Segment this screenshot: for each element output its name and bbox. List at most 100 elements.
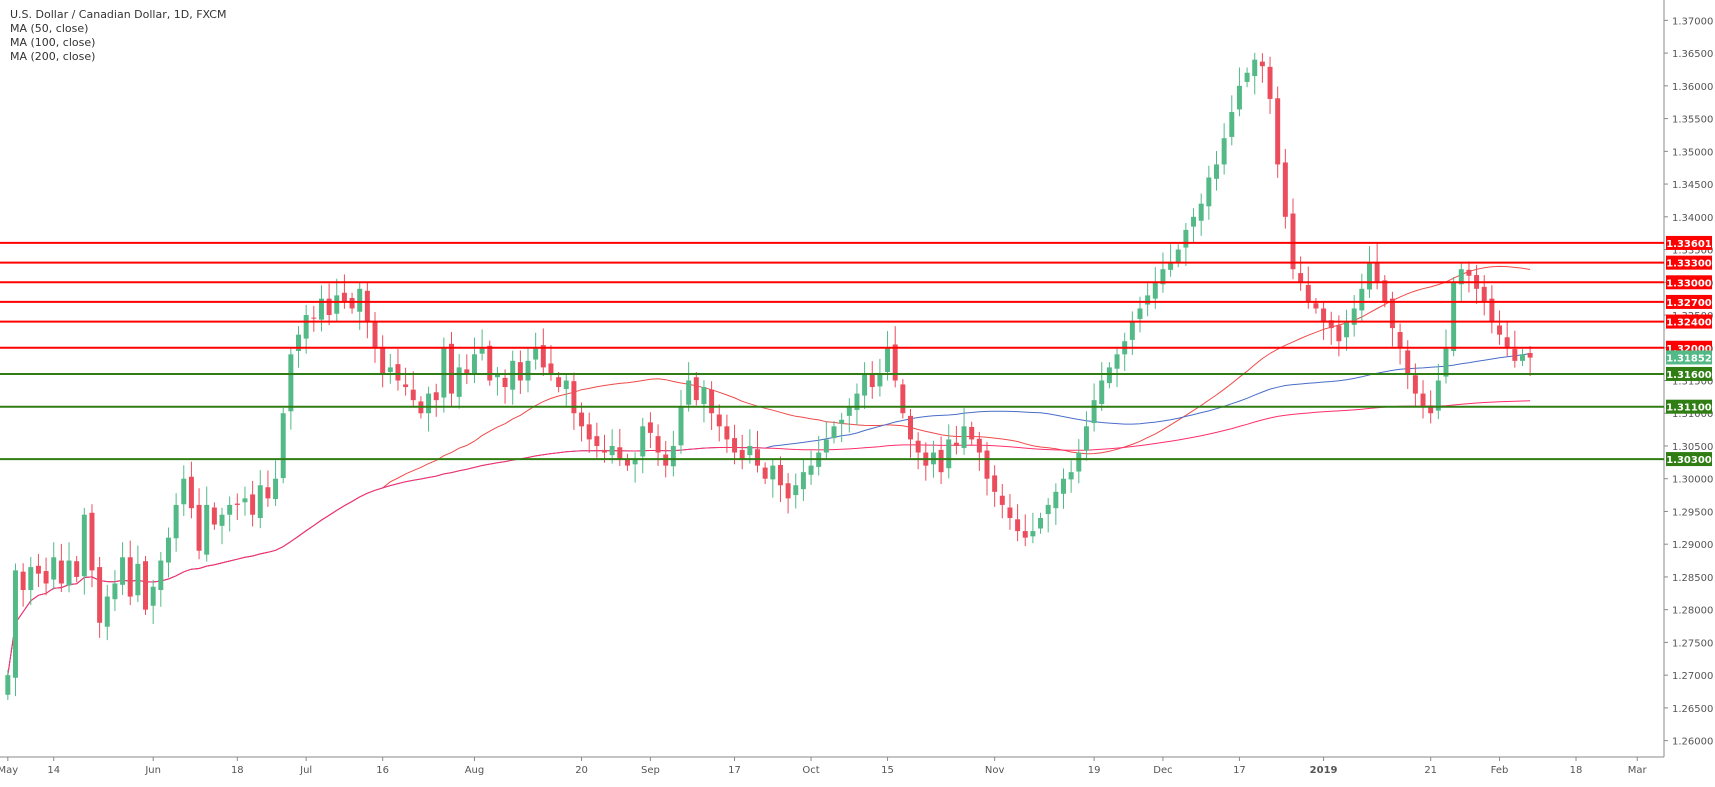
candle-down: [341, 292, 347, 302]
candle-down: [915, 440, 921, 453]
candle-up: [1351, 308, 1357, 325]
candle-up: [150, 586, 156, 606]
price-tick-label: 1.30000: [1672, 475, 1713, 486]
time-tick-label: 19: [1088, 765, 1101, 776]
candle-down: [1267, 66, 1273, 99]
candle-up: [219, 514, 225, 526]
resistance-label: 1.33000: [1666, 278, 1712, 289]
candle-up: [288, 354, 294, 412]
candle-up: [839, 419, 845, 424]
candle-up: [1145, 295, 1151, 305]
candle-down: [364, 290, 370, 322]
candle-down: [1374, 261, 1380, 283]
candle-up: [525, 360, 531, 381]
price-tick-label: 1.35000: [1672, 147, 1713, 158]
candle-down: [1290, 213, 1296, 270]
candle-up: [334, 295, 340, 314]
candle-up: [120, 557, 126, 585]
candle-down: [517, 362, 523, 381]
candle-down: [234, 503, 240, 505]
support-label: 1.30300: [1666, 455, 1712, 466]
candle-down: [403, 384, 409, 388]
chart-legend: U.S. Dollar / Canadian Dollar, 1D, FXCM …: [10, 8, 226, 64]
candle-down: [693, 377, 699, 401]
candle-up: [494, 373, 500, 378]
candle-up: [387, 367, 393, 372]
time-tick-label: 21: [1424, 765, 1437, 776]
time-tick-label: 16: [376, 765, 389, 776]
candle-up: [1068, 472, 1074, 480]
price-tick-label: 1.29000: [1672, 540, 1713, 551]
candle-down: [908, 415, 913, 440]
candle-down: [1275, 98, 1281, 165]
candle-up: [701, 387, 707, 405]
candle-down: [1397, 332, 1403, 348]
candle-up: [1168, 262, 1174, 270]
candle-up: [1083, 426, 1089, 451]
candle-down: [433, 392, 439, 401]
candle-down: [464, 369, 470, 374]
candle-up: [678, 406, 684, 446]
candle-up: [51, 557, 57, 580]
time-tick-label: Sep: [641, 765, 660, 776]
candle-up: [632, 459, 638, 465]
price-tick-label: 1.31000: [1672, 409, 1713, 420]
resistance-label: 1.32000: [1666, 344, 1712, 355]
candle-down: [624, 459, 630, 466]
candle-up: [181, 478, 187, 505]
candle-up: [510, 360, 516, 390]
candle-up: [242, 498, 248, 503]
candle-up: [609, 445, 615, 456]
candle-down: [250, 494, 256, 515]
candle-up: [686, 380, 692, 405]
ma200-line: [7, 400, 1531, 676]
support-label: 1.31600: [1666, 370, 1712, 381]
ma200-label: MA (200, close): [10, 50, 96, 63]
time-tick-label: 18: [1570, 765, 1583, 776]
price-tick-label: 1.26000: [1672, 737, 1713, 748]
candle-up: [1359, 288, 1365, 311]
candle-down: [1282, 162, 1288, 217]
candle-down: [449, 343, 454, 394]
candle-up: [1236, 85, 1242, 110]
candle-down: [938, 449, 944, 473]
candle-up: [670, 445, 676, 467]
candle-up: [1344, 321, 1350, 338]
candle-down: [349, 297, 355, 309]
price-tick-label: 1.26500: [1672, 704, 1713, 715]
candle-down: [1489, 298, 1495, 322]
time-tick-label: 2019: [1310, 765, 1338, 776]
candle-down: [1305, 284, 1311, 302]
candle-up: [456, 367, 462, 397]
candle-down: [372, 322, 378, 348]
candle-down: [732, 438, 738, 453]
candle-up: [1206, 177, 1212, 207]
candle-up: [280, 413, 286, 479]
candle-down: [211, 507, 217, 525]
candle-up: [877, 373, 883, 387]
candle-down: [984, 450, 990, 479]
candle-down: [502, 377, 508, 388]
candle-up: [1519, 354, 1525, 361]
candle-up: [112, 583, 118, 600]
candle-down: [785, 483, 791, 499]
candle-down: [1504, 337, 1510, 348]
candle-up: [135, 563, 141, 596]
candle-up: [426, 393, 432, 414]
candle-down: [1405, 350, 1411, 374]
candle-up: [441, 347, 447, 398]
candle-down: [999, 495, 1005, 505]
candle-down: [586, 424, 592, 440]
candle-up: [1229, 112, 1235, 137]
candle-up: [318, 298, 324, 320]
candle-down: [1527, 352, 1533, 358]
candle-down: [976, 438, 982, 453]
candle-down: [594, 436, 600, 446]
candle-down: [265, 487, 271, 499]
resistance-label-bg: [1666, 314, 1712, 329]
time-tick-label: 17: [728, 765, 741, 776]
candle-down: [196, 504, 202, 551]
candle-down: [716, 414, 722, 427]
